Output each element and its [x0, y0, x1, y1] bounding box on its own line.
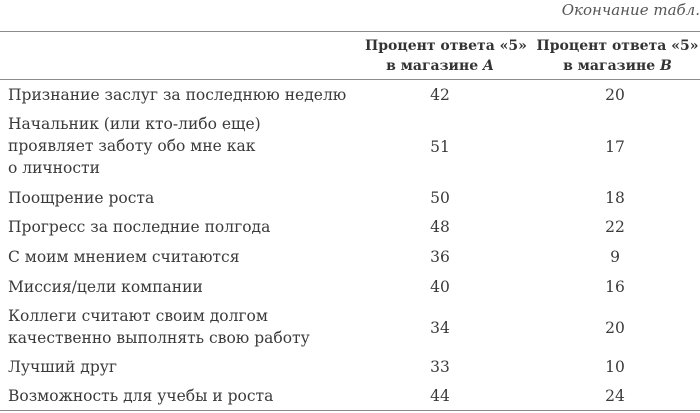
row-label: Лучший друг: [8, 358, 118, 376]
row-label: Признание заслуг за последнюю неделю: [8, 86, 347, 104]
store-b-value: 10: [605, 358, 625, 376]
store-b-value: 24: [605, 387, 625, 405]
column-header-store-a: Процент ответа «5» в магазине A: [365, 36, 527, 76]
store-b-value: 20: [605, 86, 625, 104]
table-header-rule: [0, 79, 700, 80]
store-a-value: 33: [430, 358, 450, 376]
store-letter: B: [660, 58, 672, 74]
store-a-value: 44: [430, 387, 450, 405]
column-header-line: Процент ответа «5»: [536, 38, 699, 54]
column-header-text: в магазине: [563, 58, 660, 74]
store-a-value: 51: [430, 138, 450, 156]
store-letter: A: [482, 58, 494, 74]
store-a-value: 40: [430, 278, 450, 296]
column-header-line: в магазине B: [535, 56, 700, 76]
store-a-value: 48: [430, 218, 450, 236]
column-header-line: в магазине A: [365, 56, 515, 76]
store-a-value: 50: [430, 189, 450, 207]
table-top-rule: [0, 31, 700, 32]
store-a-value: 34: [430, 319, 450, 337]
row-label: Поощрение роста: [8, 189, 155, 207]
store-a-value: 36: [430, 248, 450, 266]
store-a-value: 42: [430, 86, 450, 104]
row-label: Коллеги считают своим долгом качественно…: [8, 307, 310, 347]
table-bottom-rule: [0, 410, 700, 411]
row-label: Прогресс за последние полгода: [8, 218, 271, 236]
row-label: Миссия/цели компании: [8, 278, 203, 296]
store-b-value: 22: [605, 218, 625, 236]
column-header-store-b: Процент ответа «5» в магазине B: [535, 36, 700, 76]
store-b-value: 16: [605, 278, 625, 296]
store-b-value: 18: [605, 189, 625, 207]
store-b-value: 9: [610, 248, 620, 266]
row-label: Возможность для учебы и роста: [8, 387, 274, 405]
store-b-value: 17: [605, 138, 625, 156]
table-continuation-label: Окончание табл.: [561, 1, 700, 19]
row-label: С моим мнением считаются: [8, 248, 240, 266]
column-header-text: в магазине: [386, 58, 483, 74]
store-b-value: 20: [605, 319, 625, 337]
column-header-line: Процент ответа «5»: [365, 38, 527, 54]
row-label: Начальник (или кто-либо еще) проявляет з…: [8, 115, 261, 177]
